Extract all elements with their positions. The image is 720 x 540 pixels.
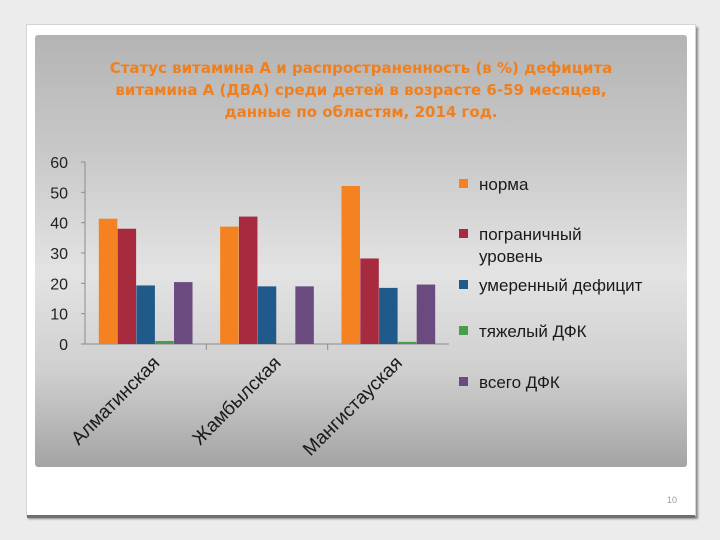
legend-swatch: [459, 280, 468, 289]
chart-title-line: Статус витамина А и распространенность (…: [109, 59, 613, 77]
legend-label: умеренный дефицит: [479, 276, 643, 295]
legend-swatch: [459, 326, 468, 335]
chart-panel: Статус витамина А и распространенность (…: [35, 35, 687, 467]
chart-title: Статус витамина А и распространенность (…: [45, 57, 677, 123]
bar: [155, 340, 174, 344]
bar: [295, 286, 314, 344]
x-category-label: Мангистауская: [299, 353, 407, 461]
chart-title-line: витамина А (ДВА) среди детей в возрасте …: [115, 81, 607, 99]
bar: [220, 226, 239, 344]
bar: [360, 258, 379, 344]
x-category-label: Алматинская: [67, 353, 164, 450]
bar-chart: 0 10 20 30 40 50 60 Алматинская Жамбылская Мангис…: [50, 155, 643, 461]
bar: [238, 216, 258, 344]
legend-swatch: [459, 377, 468, 386]
bar: [174, 282, 193, 344]
x-category-label: Жамбылская: [189, 353, 286, 450]
legend-label: норма: [479, 175, 529, 194]
slide-bottom-border: [27, 515, 695, 518]
bar: [136, 285, 155, 344]
chart-title-line: данные по областям, 2014 год.: [224, 103, 498, 121]
legend-label: уровень: [479, 247, 543, 266]
legend-label: всего ДФК: [479, 373, 560, 392]
legend-swatch: [459, 179, 468, 188]
bar: [397, 341, 417, 344]
y-tick-label: 10: [50, 307, 68, 324]
bar: [416, 284, 436, 344]
y-tick-label: 40: [50, 216, 68, 233]
bar: [379, 287, 398, 344]
slide: Статус витамина А и распространенность (…: [26, 24, 696, 518]
legend-label: пограничный: [479, 225, 582, 244]
y-tick-label: 0: [59, 337, 68, 354]
legend-swatch: [459, 229, 468, 238]
bar: [341, 185, 360, 344]
page-number: 10: [666, 495, 677, 505]
bar: [98, 218, 118, 344]
y-tick-label: 20: [50, 276, 68, 293]
y-tick-label: 60: [50, 155, 68, 172]
y-tick-label: 30: [50, 246, 68, 263]
legend-label: тяжелый ДФК: [479, 322, 587, 341]
bar: [257, 286, 277, 344]
y-tick-label: 50: [50, 185, 68, 202]
bar: [117, 228, 137, 344]
